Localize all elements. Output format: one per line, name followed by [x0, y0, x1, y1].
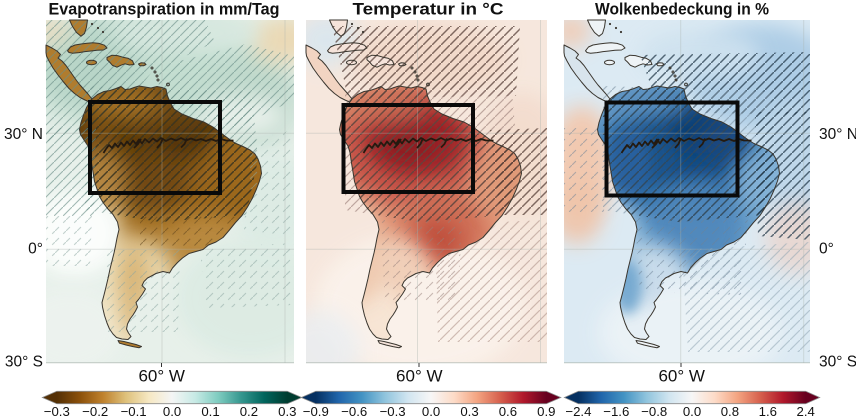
- svg-text:0.6: 0.6: [499, 404, 517, 418]
- svg-text:60° W: 60° W: [138, 366, 184, 385]
- svg-text:30° S: 30° S: [819, 354, 856, 371]
- svg-text:0°: 0°: [819, 241, 834, 258]
- svg-text:−0.3: −0.3: [380, 404, 406, 418]
- svg-text:0.3: 0.3: [278, 404, 296, 418]
- svg-text:0.0: 0.0: [683, 404, 701, 418]
- svg-text:0.0: 0.0: [163, 404, 181, 418]
- svg-text:Evapotranspiration in mm/Tag: Evapotranspiration in mm/Tag: [49, 1, 280, 19]
- svg-text:−0.8: −0.8: [641, 404, 667, 418]
- svg-text:−2.4: −2.4: [565, 404, 591, 418]
- svg-text:0.3: 0.3: [460, 404, 478, 418]
- svg-text:0.2: 0.2: [240, 404, 258, 418]
- svg-text:0.9: 0.9: [537, 404, 555, 418]
- svg-text:30° N: 30° N: [4, 126, 43, 143]
- svg-text:0.8: 0.8: [721, 404, 739, 418]
- svg-text:0.0: 0.0: [422, 404, 440, 418]
- svg-text:60° W: 60° W: [396, 366, 442, 385]
- svg-text:−0.2: −0.2: [82, 404, 108, 418]
- svg-text:−0.1: −0.1: [121, 404, 147, 418]
- svg-text:−0.3: −0.3: [44, 404, 70, 418]
- svg-text:1.6: 1.6: [759, 404, 777, 418]
- svg-text:0.1: 0.1: [201, 404, 219, 418]
- svg-text:60° W: 60° W: [658, 366, 704, 385]
- svg-text:Wolkenbedeckung in %: Wolkenbedeckung in %: [595, 1, 769, 19]
- svg-text:30° N: 30° N: [819, 126, 856, 143]
- svg-text:−0.6: −0.6: [341, 404, 367, 418]
- svg-text:−0.9: −0.9: [303, 404, 329, 418]
- svg-text:2.4: 2.4: [797, 404, 815, 418]
- svg-text:−1.6: −1.6: [603, 404, 629, 418]
- svg-text:30° S: 30° S: [5, 354, 43, 371]
- svg-text:Temperatur in °C: Temperatur in °C: [353, 1, 504, 19]
- svg-text:0°: 0°: [28, 241, 43, 258]
